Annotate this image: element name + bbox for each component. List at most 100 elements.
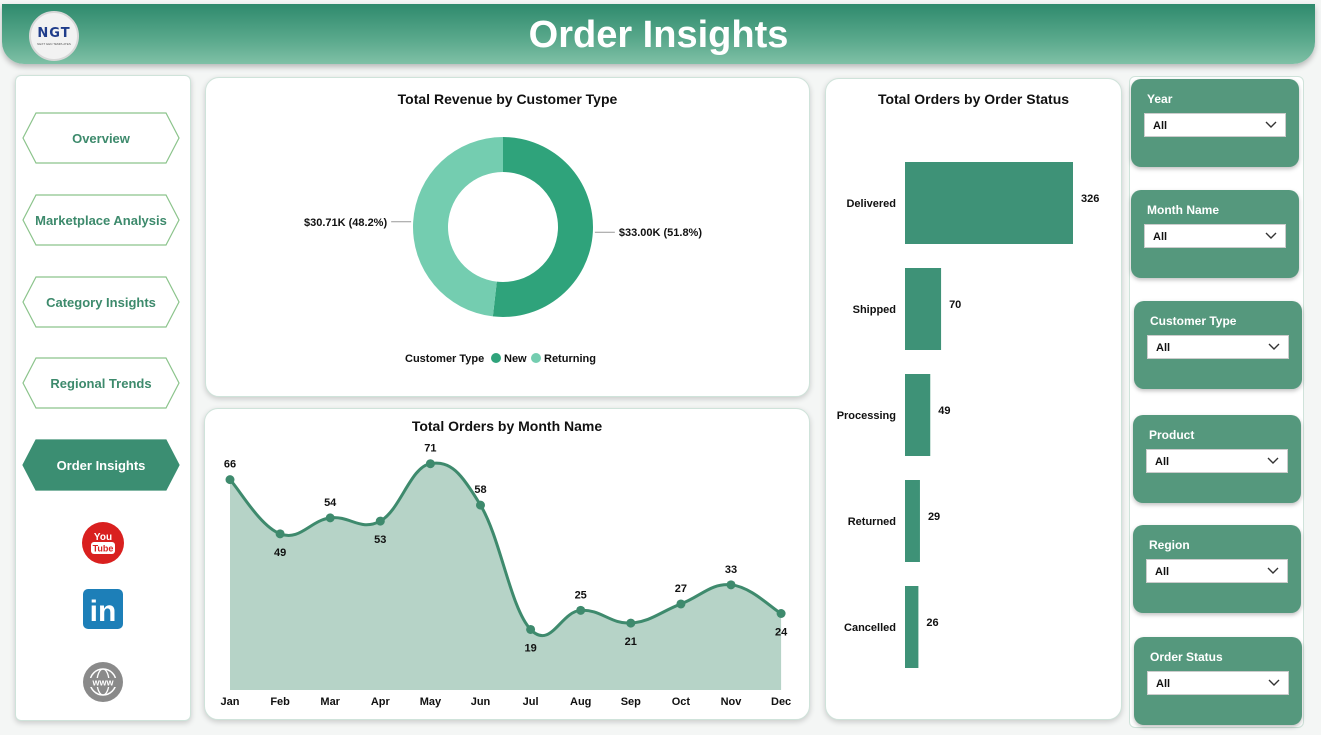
data-label: 21 (625, 636, 637, 648)
x-tick-label: Nov (721, 696, 743, 708)
y-tick-label: Delivered (846, 198, 896, 210)
slicer-dropdown-product[interactable]: All (1146, 449, 1288, 473)
bar-value-label: 49 (938, 405, 950, 417)
nav-label: Regional Trends (50, 375, 152, 391)
bar-value-label: 70 (949, 299, 961, 311)
x-tick-label: Sep (621, 696, 641, 708)
youtube-text-top: You (94, 532, 112, 543)
slicer-dropdown-region[interactable]: All (1146, 559, 1288, 583)
slicer-label: Month Name (1147, 203, 1219, 217)
data-label: 49 (274, 547, 286, 559)
data-point (425, 459, 435, 469)
slicer-dropdown-year[interactable]: All (1144, 113, 1286, 137)
legend-swatch-returning (531, 353, 541, 363)
slicer-order-status: Order Status All (1134, 637, 1302, 725)
slicer-month-name: Month Name All (1131, 190, 1299, 278)
youtube-icon[interactable]: You Tube (82, 522, 124, 564)
slicer-value: All (1155, 456, 1170, 468)
hexagon-shape (22, 276, 180, 328)
orders-by-status-card: Total Orders by Order Status Delivered 32… (825, 78, 1122, 720)
filter-panel (1129, 76, 1304, 728)
nav-button-regional-trends[interactable]: Regional Trends (22, 357, 180, 409)
nav-button-overview[interactable]: Overview (22, 112, 180, 164)
slicer-customer-type: Customer Type All (1134, 301, 1302, 389)
data-label: 53 (374, 534, 386, 546)
x-tick-label: May (420, 696, 442, 708)
x-tick-label: Jun (471, 696, 491, 708)
orders-by-month-card: Total Orders by Month Name 66 Jan 49 Feb 54 M… (204, 408, 810, 720)
chevron-down-icon (1265, 121, 1277, 128)
chart-title: Total Orders by Order Status (877, 91, 1070, 107)
slicer-label: Customer Type (1150, 314, 1237, 328)
data-point (325, 513, 335, 523)
data-label: 66 (224, 459, 236, 471)
legend-title: Customer Type (405, 353, 484, 365)
data-label: 54 (324, 497, 337, 509)
page-title: Order Insights (528, 14, 789, 56)
slicer-value: All (1155, 566, 1170, 578)
data-point (225, 475, 235, 485)
donut-chart: $33.00K (51.8%) $30.71K (48.2%) Customer T… (304, 137, 702, 365)
nav-label: Category Insights (46, 294, 156, 310)
bar-value-label: 26 (926, 617, 938, 629)
x-tick-label: Apr (371, 696, 391, 708)
company-logo: NGT NEXT GEN TEMPLATES (29, 11, 79, 61)
x-tick-label: Dec (771, 696, 791, 708)
x-tick-label: Mar (320, 696, 340, 708)
nav-button-marketplace-analysis[interactable]: Marketplace Analysis (22, 194, 180, 246)
slicer-dropdown-customer-type[interactable]: All (1147, 335, 1289, 359)
data-label: 25 (575, 589, 587, 601)
bar-chart: Delivered 326 Shipped 70 Processing 49 Returne… (837, 162, 1099, 668)
chevron-down-icon (1268, 679, 1280, 686)
web-globe-icon[interactable]: www (82, 661, 124, 703)
logo-text: NGT (37, 26, 71, 41)
nav-button-order-insights[interactable]: Order Insights (22, 439, 180, 491)
hexagon-shape (22, 112, 180, 164)
donut-data-label: $33.00K (51.8%) (619, 227, 702, 239)
hexagon-shape (22, 439, 180, 491)
donut-slice-new (492, 137, 593, 317)
nav-panel: Overview Marketplace Analysis Category I… (15, 75, 191, 721)
data-label: 33 (725, 564, 737, 576)
hexagon-shape (22, 194, 180, 246)
y-tick-label: Returned (848, 516, 896, 528)
bar-value-label: 29 (928, 511, 940, 523)
linkedin-icon[interactable]: in (82, 588, 124, 630)
slicer-dropdown-month-name[interactable]: All (1144, 224, 1286, 248)
bar-value-label: 326 (1081, 193, 1099, 205)
slicer-dropdown-order-status[interactable]: All (1147, 671, 1289, 695)
bar-processing (905, 374, 931, 456)
header-banner: NGT NEXT GEN TEMPLATES Order Insights (2, 4, 1315, 64)
bar-shipped (905, 268, 942, 350)
data-point (375, 516, 385, 526)
data-label: 71 (424, 443, 436, 455)
data-label: 27 (675, 583, 687, 595)
x-tick-label: Feb (270, 696, 290, 708)
revenue-by-customer-type-card: Total Revenue by Customer Type $33.00K (… (205, 77, 810, 397)
slicer-product: Product All (1133, 415, 1301, 503)
slicer-value: All (1153, 120, 1168, 132)
nav-label: Marketplace Analysis (35, 212, 167, 228)
chevron-down-icon (1267, 457, 1279, 464)
logo-subtext: NEXT GEN TEMPLATES (37, 42, 71, 46)
chevron-down-icon (1265, 232, 1277, 239)
data-point (476, 500, 485, 510)
hexagon-shape (22, 357, 180, 409)
data-label: 19 (524, 642, 536, 654)
slicer-year: Year All (1131, 79, 1299, 167)
x-tick-label: Jul (523, 696, 539, 708)
slicer-label: Order Status (1150, 650, 1223, 664)
bar-delivered (905, 162, 1073, 244)
chart-title: Total Orders by Month Name (411, 418, 603, 434)
slicer-value: All (1156, 678, 1171, 690)
x-tick-label: Aug (570, 696, 591, 708)
slicer-value: All (1156, 342, 1171, 354)
nav-button-category-insights[interactable]: Category Insights (22, 276, 180, 328)
slicer-label: Region (1149, 538, 1190, 552)
donut-slice-returning (412, 137, 503, 317)
data-point (726, 580, 736, 590)
data-label: 24 (775, 627, 788, 639)
legend-entry-returning: Returning (544, 353, 596, 365)
bar-returned (905, 480, 920, 562)
slicer-region: Region All (1133, 525, 1301, 613)
